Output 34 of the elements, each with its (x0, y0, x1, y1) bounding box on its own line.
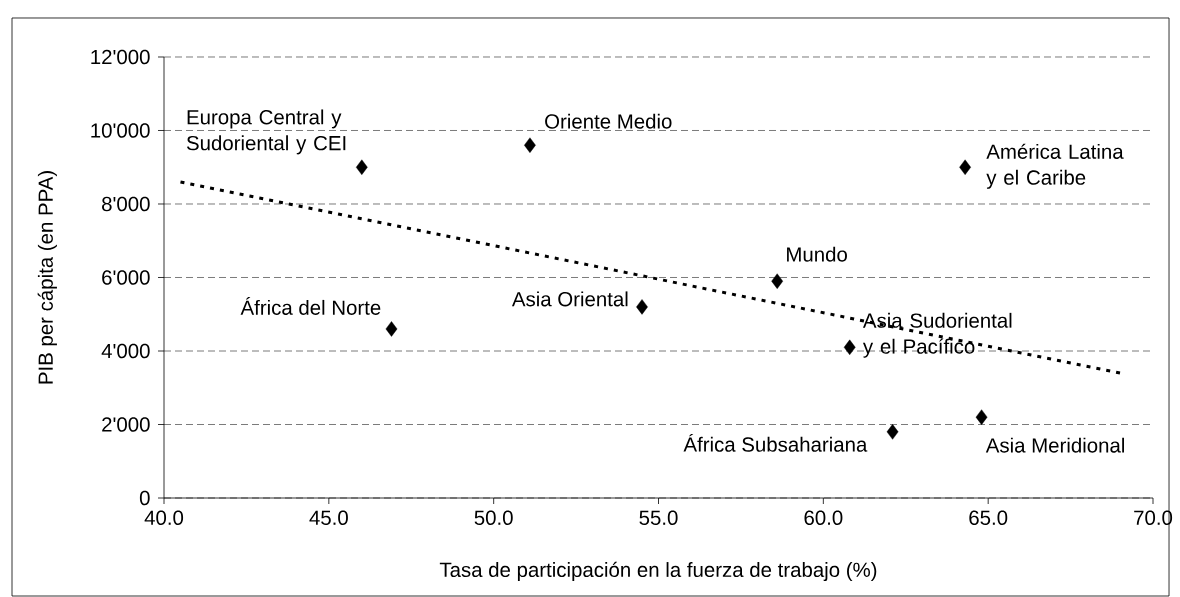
annotation: África del Norte (240, 297, 381, 315)
annotation: Asia Oriental (511, 291, 628, 307)
x-tick-label: 65.0 (969, 510, 1008, 525)
y-tick-label: 8'000 (102, 196, 150, 212)
y-tick-label: 4'000 (101, 343, 150, 359)
x-tick-label: 60.0 (804, 510, 843, 525)
point (975, 409, 988, 425)
point (843, 339, 856, 356)
point (771, 273, 784, 289)
x-tick-label: 55.0 (639, 510, 678, 525)
annotation: Mundo (787, 246, 847, 262)
point (524, 137, 536, 153)
annotation: América Latina y el Caribe (986, 143, 1124, 189)
point (959, 159, 971, 175)
point (886, 424, 899, 440)
x-axis-title: Tasa de participación en la fuerza de trabajo (%) (439, 561, 877, 582)
annotation: Asia Sudoriental y el Pacífico (862, 312, 1012, 358)
x-tick-label: 50.0 (474, 510, 513, 525)
y-tick-label: 0 (139, 490, 150, 506)
point (355, 159, 368, 175)
y-tick-label: 6'000 (102, 270, 150, 285)
annotation: Asia Meridional (985, 437, 1124, 453)
annotation: África Subsahariana (683, 433, 868, 452)
x-tick-label: 40.0 (144, 510, 184, 525)
y-tick-label: 10'000 (91, 123, 150, 138)
point (636, 299, 648, 315)
annotation: Oriente Medio (545, 113, 672, 129)
x-tick-label: 70.0 (1134, 510, 1173, 525)
y-tick-label: 2'000 (102, 417, 150, 432)
point (385, 321, 398, 337)
x-tick-label: 45.0 (309, 510, 348, 525)
annotation: Europa Central y Sudoriental y CEI (186, 109, 346, 155)
y-tick-label: 12'000 (91, 49, 150, 65)
y-axis-title: PIB per cápita (en PPA) (37, 171, 57, 384)
